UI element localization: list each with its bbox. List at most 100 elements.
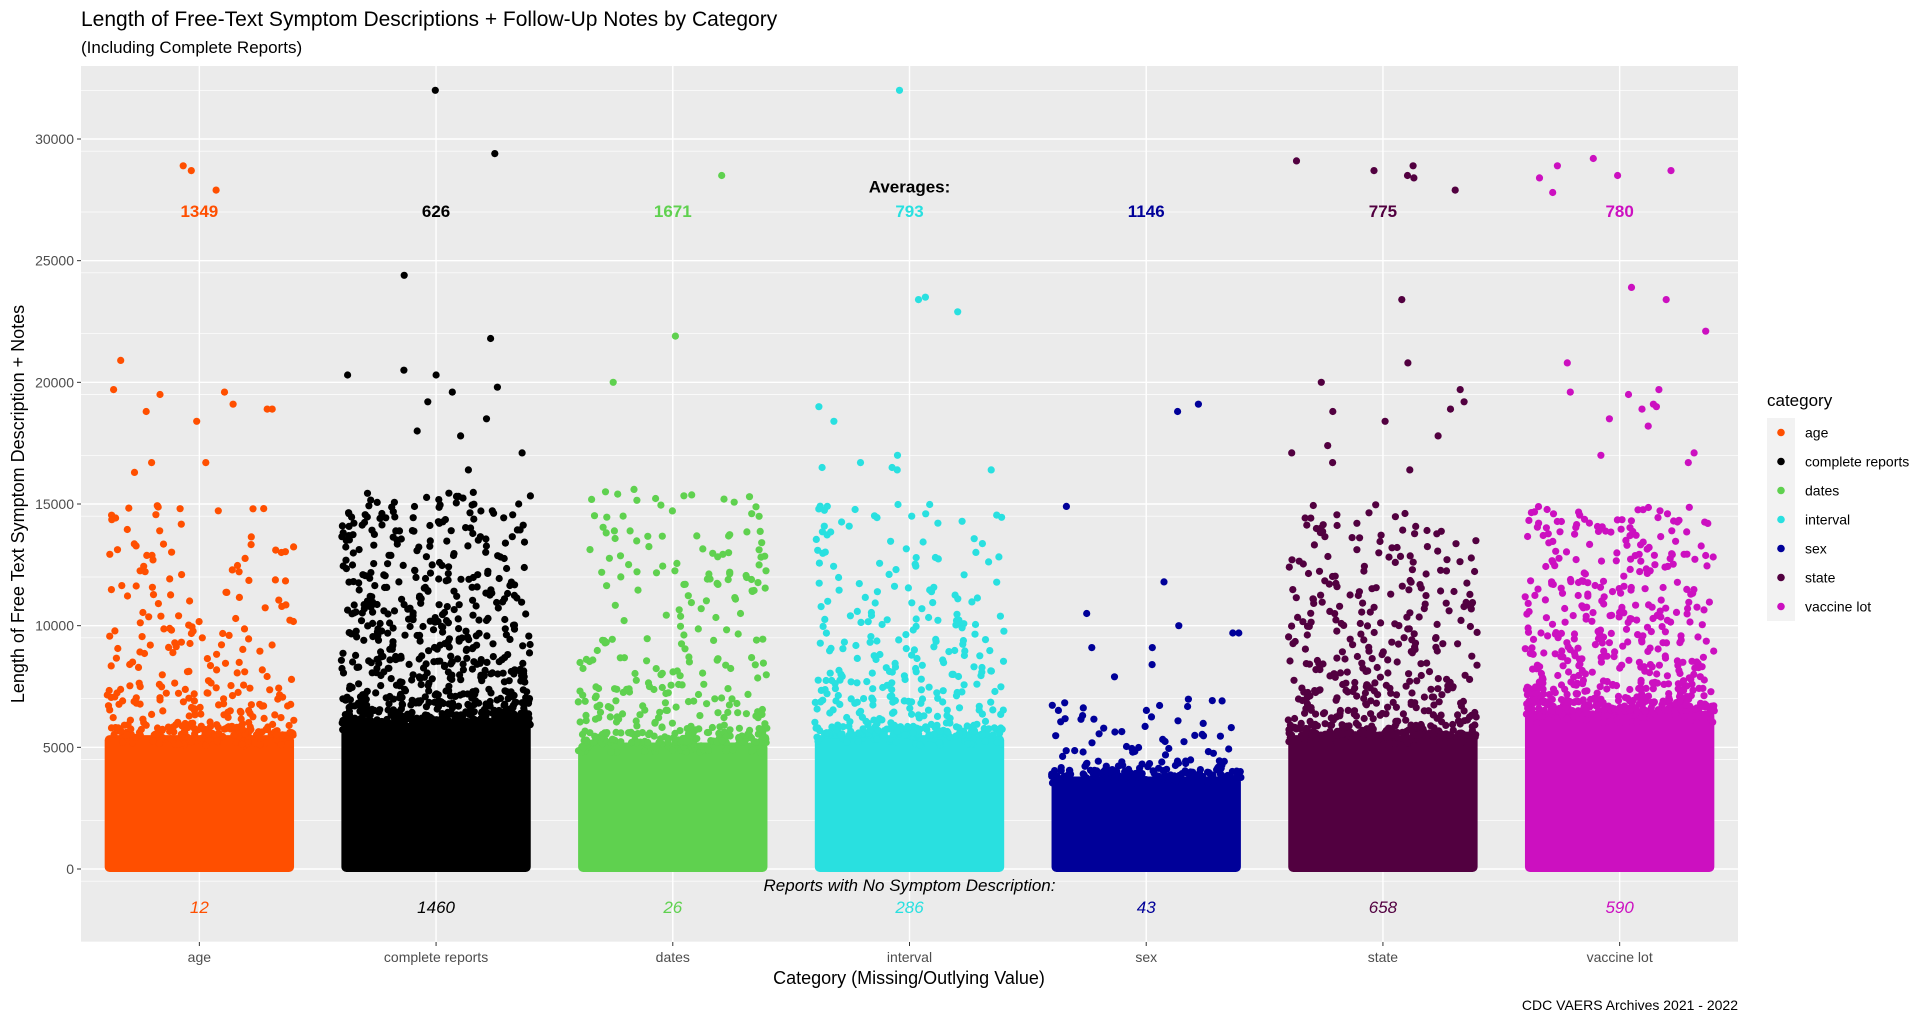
data-point (389, 624, 397, 632)
data-point (1352, 712, 1360, 720)
data-point (987, 667, 995, 675)
data-point (1648, 663, 1656, 671)
data-point (385, 664, 393, 672)
data-point (405, 727, 414, 735)
data-point (1369, 728, 1377, 736)
data-point (954, 595, 962, 603)
data-point (165, 643, 173, 652)
data-point (478, 717, 486, 725)
data-point (871, 599, 879, 607)
data-point (494, 604, 502, 612)
data-point (422, 553, 430, 561)
data-point (423, 493, 431, 501)
data-point (1524, 628, 1533, 636)
data-point (1061, 699, 1069, 707)
data-point (1361, 689, 1369, 697)
data-point (1690, 586, 1698, 594)
data-point (381, 583, 389, 592)
data-point (365, 657, 373, 665)
data-point (853, 654, 861, 663)
data-point (1599, 677, 1607, 685)
data-point (245, 635, 253, 643)
data-point (437, 698, 445, 706)
data-point (1406, 576, 1414, 585)
data-point (661, 699, 670, 707)
data-point (246, 684, 254, 692)
data-point (455, 601, 463, 609)
data-point (887, 537, 895, 545)
legend-title: category (1767, 391, 1833, 410)
data-point (611, 685, 619, 693)
data-point (1654, 645, 1662, 653)
no-symptom-count: 590 (1605, 898, 1634, 917)
data-point (713, 579, 721, 588)
data-point (1080, 771, 1088, 779)
data-point (873, 735, 881, 743)
data-point (345, 703, 353, 712)
data-point (614, 490, 622, 498)
data-point (627, 738, 636, 747)
data-point (380, 668, 388, 676)
data-point (495, 658, 503, 666)
data-point (346, 685, 354, 693)
data-point (501, 625, 509, 633)
legend-label: dates (1805, 483, 1839, 499)
data-point (1430, 701, 1438, 709)
outlier-point (954, 308, 962, 316)
data-point (181, 685, 189, 694)
data-point (262, 725, 270, 734)
data-point (1645, 543, 1653, 552)
data-point (1687, 675, 1695, 683)
data-point (1366, 608, 1374, 616)
series-points (1521, 154, 1718, 872)
data-point (964, 740, 972, 748)
data-point (1297, 719, 1305, 728)
data-point (158, 726, 166, 734)
data-point (349, 658, 357, 666)
data-point (932, 635, 940, 644)
average-value: 626 (422, 202, 450, 221)
data-point (658, 669, 666, 677)
outlier-point (1324, 442, 1332, 450)
data-point (520, 673, 528, 681)
data-point (652, 665, 660, 673)
data-point (1285, 729, 1293, 737)
data-point (153, 730, 161, 738)
data-point (466, 509, 474, 517)
data-point (1617, 589, 1625, 597)
data-point (1331, 673, 1339, 681)
data-point (1420, 693, 1428, 701)
data-point (652, 494, 660, 503)
outlier-point (1667, 167, 1675, 175)
data-point (493, 696, 501, 704)
data-point (234, 688, 242, 697)
data-point (446, 692, 455, 700)
data-point (1435, 698, 1443, 706)
data-point (1048, 701, 1056, 709)
data-point (930, 643, 938, 651)
data-point (467, 524, 475, 532)
data-point (883, 725, 891, 733)
data-point (275, 596, 283, 604)
data-point (1651, 679, 1659, 687)
data-point (345, 578, 353, 586)
data-point (1534, 503, 1543, 511)
data-point (846, 612, 855, 620)
data-point (127, 725, 135, 733)
data-point (603, 513, 611, 521)
data-point (1422, 592, 1430, 600)
data-point (1307, 609, 1315, 617)
data-point (1059, 752, 1067, 761)
data-point (748, 510, 756, 518)
data-point (481, 666, 489, 675)
data-point (1407, 721, 1415, 729)
data-point (934, 616, 942, 624)
data-point (1204, 748, 1212, 756)
data-point (659, 562, 667, 570)
data-point (1707, 688, 1715, 696)
data-point (358, 609, 366, 617)
data-point (1600, 593, 1608, 601)
data-point (477, 507, 485, 515)
outlier-point (212, 186, 220, 194)
data-point (1443, 556, 1451, 564)
